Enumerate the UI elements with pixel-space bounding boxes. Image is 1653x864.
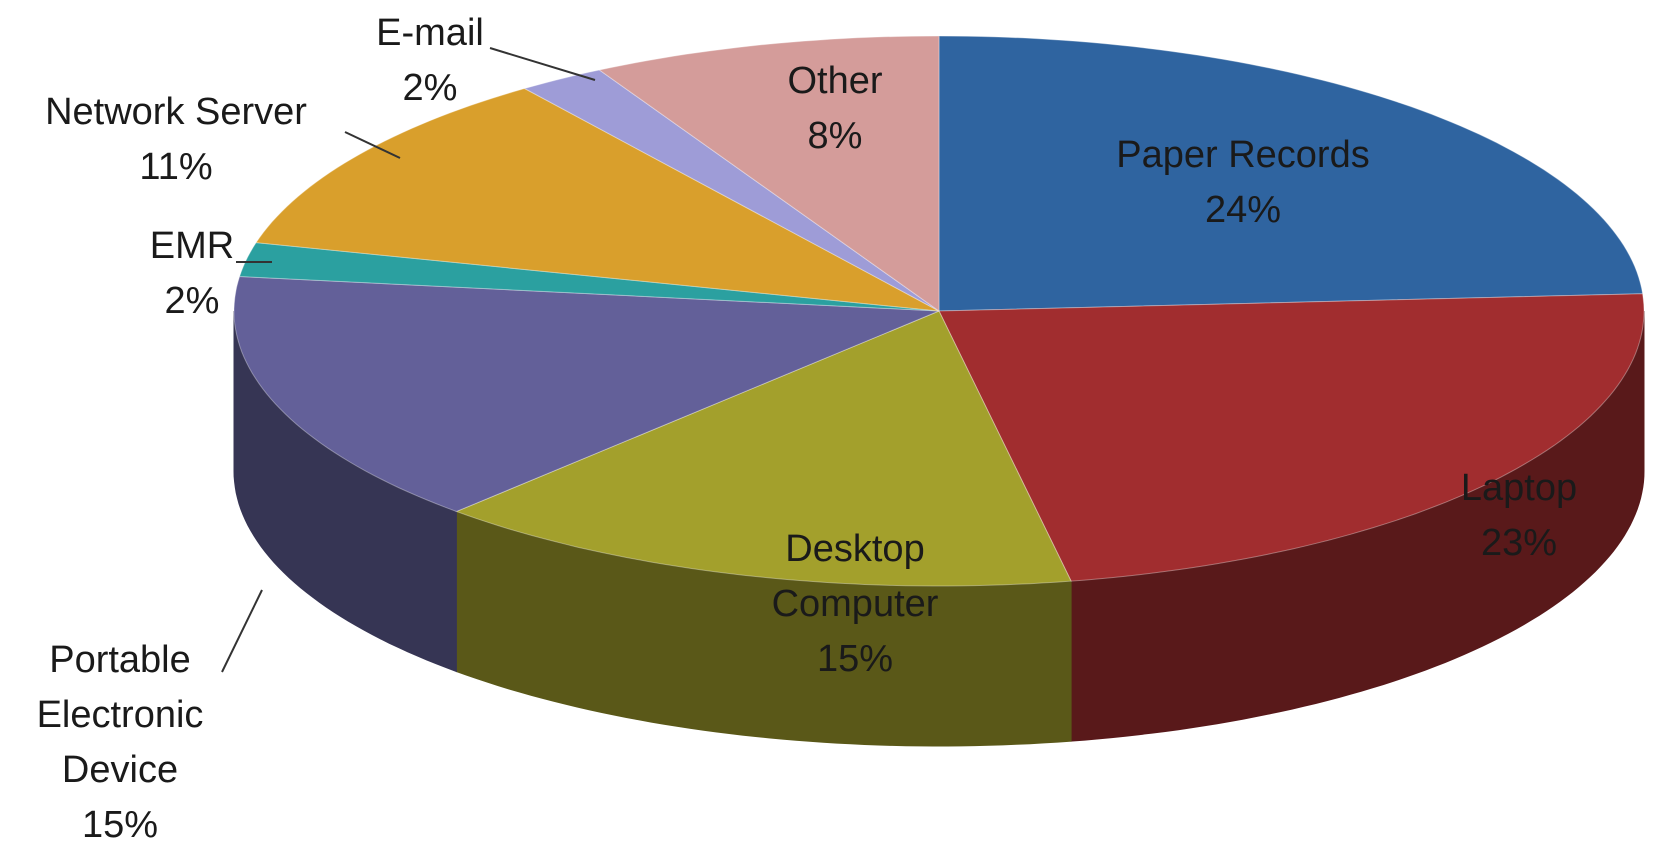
slice-value-label: 15% — [82, 804, 158, 846]
slice-label: Portable Electronic Device — [37, 639, 204, 791]
pie-top — [233, 35, 1645, 587]
pie-slice — [938, 293, 1645, 582]
slice-value-label: 8% — [808, 115, 863, 157]
slice-value-label: 15% — [817, 638, 893, 680]
slice-label: Paper Records — [1116, 134, 1369, 176]
slice-label: E-mail — [376, 12, 484, 54]
pie-side — [233, 310, 457, 673]
slice-value-label: 2% — [403, 67, 458, 109]
pie-slice — [238, 242, 940, 312]
pie-sides — [233, 310, 1645, 747]
slice-value-label: 24% — [1205, 189, 1281, 231]
leader-line — [221, 589, 263, 673]
pie-slice — [938, 35, 1644, 312]
slice-value-label: 11% — [139, 146, 212, 188]
pie-slice — [455, 310, 1072, 587]
pie-slice — [598, 35, 940, 312]
slice-value-label: 23% — [1481, 522, 1557, 564]
slice-label: Network Server — [45, 91, 307, 133]
pie-slice — [233, 275, 940, 513]
pie-slice — [523, 69, 940, 312]
slice-label: Laptop — [1461, 467, 1577, 509]
pie-slice — [255, 87, 940, 312]
slice-label: EMR — [150, 225, 234, 267]
leader-lines — [221, 47, 596, 673]
slice-label: Other — [787, 60, 882, 102]
labels: Paper Records 24% Laptop 23% Desktop Computer… — [37, 12, 1578, 846]
leader-line — [344, 131, 401, 159]
slice-label: Desktop Computer — [772, 528, 939, 625]
slice-value-label: 2% — [165, 280, 220, 322]
leader-line — [489, 47, 596, 81]
